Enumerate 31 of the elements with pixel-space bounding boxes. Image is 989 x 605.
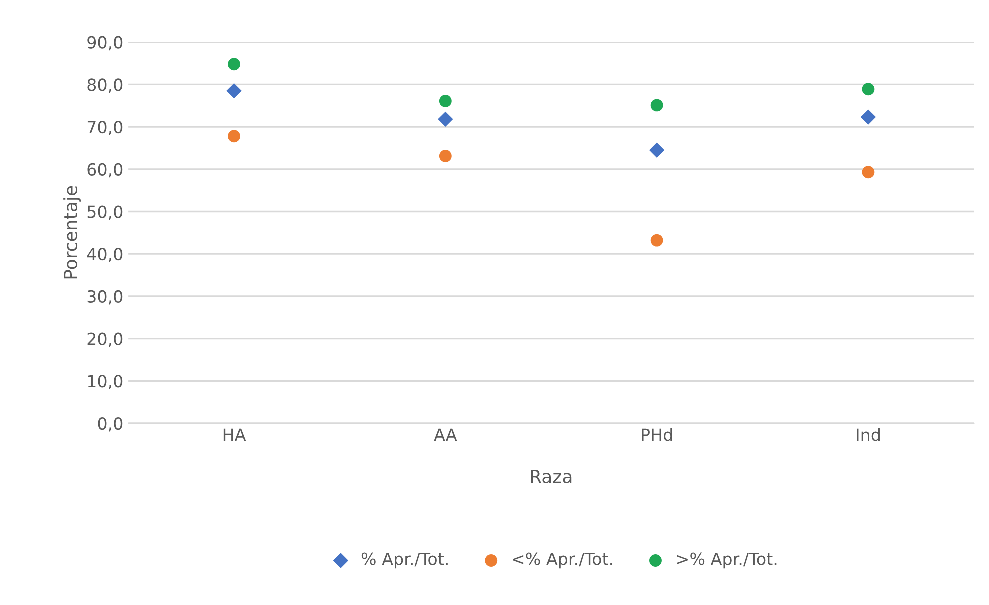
y-tick-label: 30,0 — [88, 290, 123, 305]
y-tick-label: 80,0 — [88, 78, 123, 93]
point — [439, 95, 452, 108]
y-axis-title: Porcentaje — [64, 186, 82, 279]
point — [649, 142, 665, 158]
y-tick-label: 90,0 — [88, 36, 123, 51]
point — [650, 99, 664, 112]
point — [860, 110, 876, 125]
point — [226, 83, 242, 99]
y-tick-label: 40,0 — [87, 248, 123, 262]
point — [228, 130, 240, 143]
y-tick-label: 50,0 — [88, 206, 123, 220]
y-tick-label: 0,0 — [98, 417, 123, 432]
y-tick-label: 20,0 — [88, 332, 123, 348]
point — [650, 234, 664, 247]
legend-label: % Apr./Tot. — [362, 552, 448, 569]
point — [228, 58, 240, 71]
legend-label: <% Apr./Tot. — [513, 552, 612, 569]
point — [439, 150, 452, 162]
y-tick-label: 10,0 — [88, 375, 123, 390]
x-tick-label: AA — [434, 428, 458, 442]
legend-label: >% Apr./Tot. — [678, 552, 777, 569]
x-tick-label: PHd — [642, 428, 672, 442]
y-tick-label: 70,0 — [88, 121, 123, 136]
y-tick-label: 60,0 — [88, 163, 123, 178]
x-tick-label: HA — [224, 428, 246, 442]
point — [862, 83, 875, 96]
point — [438, 112, 454, 128]
point — [862, 166, 875, 179]
x-tick-label: Ind — [857, 428, 880, 442]
x-axis-title: Raza — [531, 470, 572, 484]
